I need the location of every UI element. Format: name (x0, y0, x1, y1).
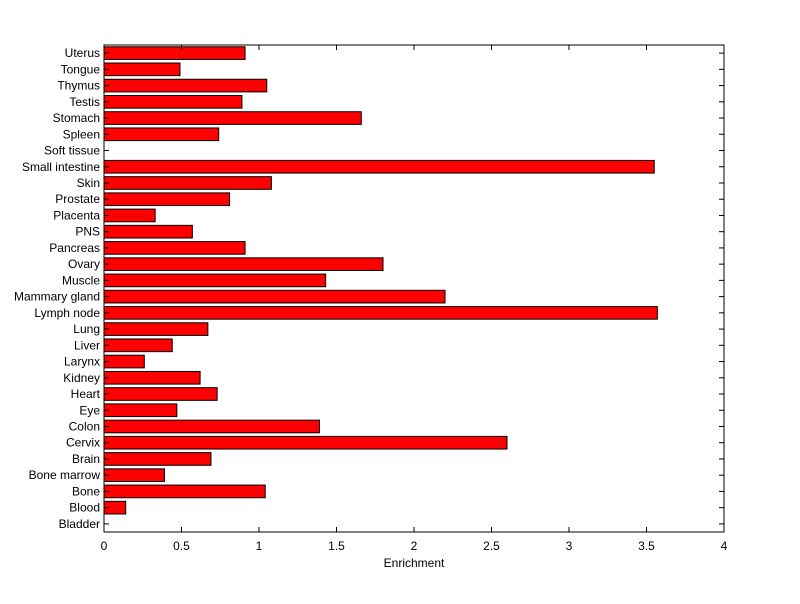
x-tick-label: 1 (256, 539, 263, 553)
y-tick-label: Tongue (61, 62, 101, 76)
bar-cervix (103, 435, 508, 450)
y-tick-label: Prostate (55, 192, 100, 206)
bar-pancreas (103, 241, 246, 255)
y-tick-label: Heart (71, 387, 101, 401)
bar-uterus (103, 46, 246, 60)
plot-area (103, 44, 725, 533)
y-tick-label: Bone (72, 484, 100, 498)
x-tick-label: 2.5 (483, 539, 500, 553)
x-tick-label: 3.5 (638, 539, 655, 553)
x-axis-label: Enrichment (384, 556, 445, 570)
y-tick-label: Thymus (57, 79, 100, 93)
y-tick-label: Lymph node (34, 306, 100, 320)
y-tick-label: Bone marrow (29, 468, 101, 482)
y-tick-label: Liver (74, 338, 100, 352)
bar-kidney (103, 370, 201, 385)
x-tick-label: 3 (566, 539, 573, 553)
y-tick-label: Lung (73, 322, 100, 336)
y-tick-label: Cervix (66, 436, 100, 450)
y-tick-label: PNS (75, 225, 100, 239)
bar-placenta (103, 208, 156, 223)
bar-spleen (103, 127, 220, 142)
bar-heart (103, 387, 218, 401)
bar-liver (103, 338, 173, 353)
x-tick-label: 2 (411, 539, 418, 553)
y-tick-label: Colon (69, 419, 100, 433)
x-tick-label: 0.5 (173, 539, 190, 553)
y-tick-label: Bladder (59, 517, 100, 531)
bar-pns (103, 224, 193, 239)
y-tick-label: Small intestine (22, 160, 100, 174)
bar-brain (103, 452, 212, 466)
bar-skin (103, 176, 272, 190)
bar-lymph-node (103, 306, 658, 320)
bar-ovary (103, 257, 384, 271)
y-tick-label: Uterus (65, 46, 100, 60)
bar-stomach (103, 111, 362, 125)
bar-testis (103, 94, 243, 109)
bar-prostate (103, 192, 231, 207)
y-tick-label: Skin (77, 176, 100, 190)
bar-lung (103, 322, 209, 336)
y-tick-label: Soft tissue (44, 144, 100, 158)
y-tick-label: Stomach (53, 111, 100, 125)
bar-bone (103, 484, 266, 499)
x-tick-label: 4 (721, 539, 728, 553)
y-tick-label: Larynx (64, 355, 100, 369)
bar-tongue (103, 62, 181, 77)
y-tick-label: Testis (69, 95, 100, 109)
y-tick-label: Brain (72, 452, 100, 466)
y-tick-label: Muscle (62, 273, 100, 287)
bar-colon (103, 419, 320, 434)
y-tick-label: Mammary gland (14, 290, 100, 304)
bar-larynx (103, 354, 145, 369)
bar-thymus (103, 78, 268, 93)
bar-eye (103, 403, 178, 418)
y-tick-label: Kidney (63, 371, 100, 385)
y-tick-label: Spleen (63, 127, 100, 141)
y-tick-label: Pancreas (49, 241, 100, 255)
y-tick-label: Blood (69, 501, 100, 515)
y-tick-label: Eye (79, 403, 100, 417)
x-tick-label: 1.5 (328, 539, 345, 553)
bar-small-intestine (103, 159, 655, 174)
bar-muscle (103, 273, 327, 288)
bar-mammary-gland (103, 289, 446, 304)
bar-bone-marrow (103, 468, 165, 483)
y-tick-label: Placenta (53, 208, 100, 222)
x-tick-label: 0 (101, 539, 108, 553)
y-tick-label: Ovary (68, 257, 100, 271)
